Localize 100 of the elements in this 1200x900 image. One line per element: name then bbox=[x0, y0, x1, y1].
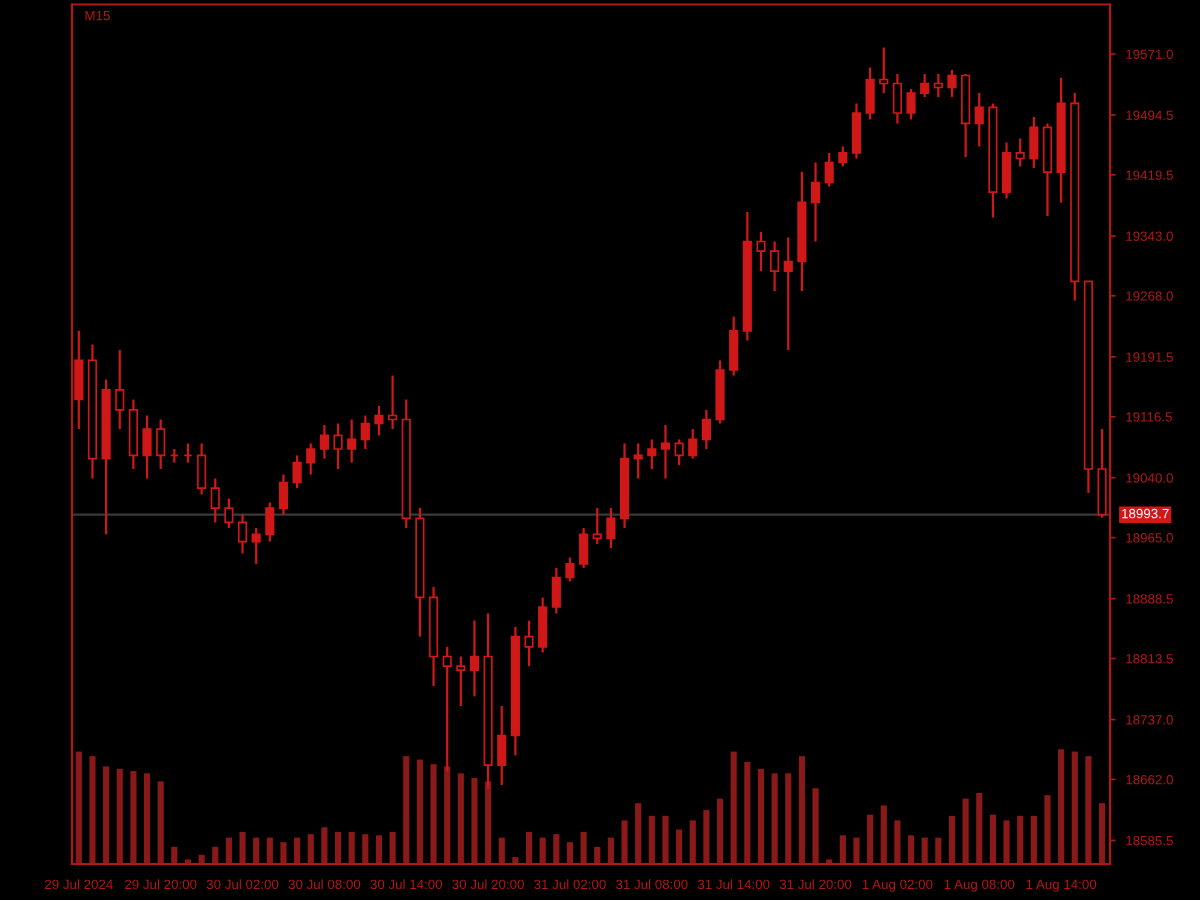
candlestick bbox=[469, 619, 480, 698]
bar bbox=[853, 837, 860, 864]
candlestick bbox=[579, 526, 589, 570]
candlestick bbox=[224, 497, 234, 530]
candlestick bbox=[756, 230, 766, 273]
bar bbox=[580, 831, 587, 864]
candlestick bbox=[251, 526, 261, 566]
bar bbox=[935, 837, 942, 864]
candlestick bbox=[606, 506, 616, 550]
bar bbox=[771, 773, 778, 864]
candlestick bbox=[347, 418, 357, 464]
bar bbox=[321, 827, 328, 864]
bar bbox=[266, 837, 273, 864]
candlestick bbox=[278, 473, 289, 516]
candlestick bbox=[237, 513, 248, 555]
bar bbox=[307, 834, 314, 864]
candlestick bbox=[360, 414, 370, 451]
candlestick bbox=[851, 102, 862, 160]
candlestick bbox=[333, 422, 343, 471]
bar bbox=[812, 788, 819, 864]
bar bbox=[553, 834, 560, 864]
candlestick bbox=[892, 72, 902, 125]
candlestick bbox=[128, 398, 138, 471]
candlestick bbox=[947, 68, 957, 99]
bar bbox=[444, 766, 451, 864]
bar bbox=[485, 781, 492, 864]
candlestick bbox=[824, 151, 834, 188]
candlestick bbox=[565, 556, 575, 583]
bar bbox=[880, 805, 887, 864]
bar bbox=[867, 814, 874, 864]
bar bbox=[143, 773, 151, 864]
candlestick bbox=[115, 348, 125, 431]
bar bbox=[116, 768, 123, 864]
bar bbox=[212, 846, 219, 864]
candlestick bbox=[156, 418, 166, 471]
bar bbox=[635, 803, 642, 864]
candlestick bbox=[783, 236, 793, 352]
candlestick bbox=[920, 72, 930, 99]
candlestick bbox=[729, 315, 739, 377]
bar bbox=[416, 759, 423, 864]
candlestick bbox=[1097, 427, 1107, 519]
bar bbox=[989, 814, 996, 864]
candlestick bbox=[810, 161, 821, 243]
bar bbox=[457, 773, 464, 864]
candlestick bbox=[592, 506, 602, 546]
candlestick bbox=[879, 46, 889, 95]
candlestick bbox=[524, 619, 534, 668]
bar bbox=[362, 834, 369, 864]
candlestick bbox=[906, 87, 916, 121]
bar bbox=[1003, 820, 1010, 864]
bar bbox=[334, 831, 342, 864]
bar bbox=[253, 837, 260, 864]
bar bbox=[621, 820, 628, 864]
candlestick bbox=[210, 477, 220, 524]
bar bbox=[89, 756, 96, 864]
bar bbox=[839, 835, 846, 864]
bar bbox=[1030, 815, 1037, 864]
bar bbox=[403, 756, 410, 864]
candlestick bbox=[265, 501, 275, 543]
candlestick bbox=[538, 596, 548, 654]
candlestick bbox=[319, 423, 329, 460]
bar bbox=[757, 768, 765, 864]
candlestick bbox=[142, 414, 152, 480]
bar bbox=[1044, 795, 1051, 864]
bar bbox=[907, 835, 915, 864]
candlestick bbox=[551, 566, 561, 615]
bar bbox=[1098, 803, 1106, 864]
bar bbox=[785, 773, 792, 864]
candlestick bbox=[688, 427, 698, 460]
bar bbox=[730, 751, 737, 864]
bar bbox=[948, 815, 956, 864]
candlestick bbox=[1042, 122, 1053, 218]
bar bbox=[103, 766, 110, 864]
bar bbox=[430, 764, 437, 864]
candlestick bbox=[974, 91, 984, 148]
candlestick bbox=[497, 704, 507, 787]
bar bbox=[498, 837, 505, 864]
bar bbox=[566, 842, 574, 864]
bar bbox=[525, 831, 533, 864]
bar bbox=[744, 761, 751, 864]
candlestick bbox=[1029, 115, 1039, 170]
bar bbox=[716, 798, 724, 864]
bar bbox=[225, 837, 232, 864]
candlestick bbox=[1001, 141, 1012, 200]
bar bbox=[1085, 756, 1092, 864]
candlestick bbox=[306, 442, 316, 476]
bar bbox=[239, 831, 246, 864]
bar bbox=[976, 792, 983, 864]
bar bbox=[130, 771, 137, 864]
candlestick bbox=[647, 438, 657, 471]
bar bbox=[1071, 751, 1078, 864]
bar bbox=[348, 831, 355, 864]
bar bbox=[594, 846, 601, 864]
bar bbox=[676, 829, 683, 864]
bar bbox=[157, 781, 164, 864]
bar bbox=[1058, 749, 1065, 864]
bar bbox=[375, 835, 383, 864]
bar bbox=[689, 820, 696, 864]
bar bbox=[389, 831, 396, 864]
bar bbox=[294, 837, 301, 864]
